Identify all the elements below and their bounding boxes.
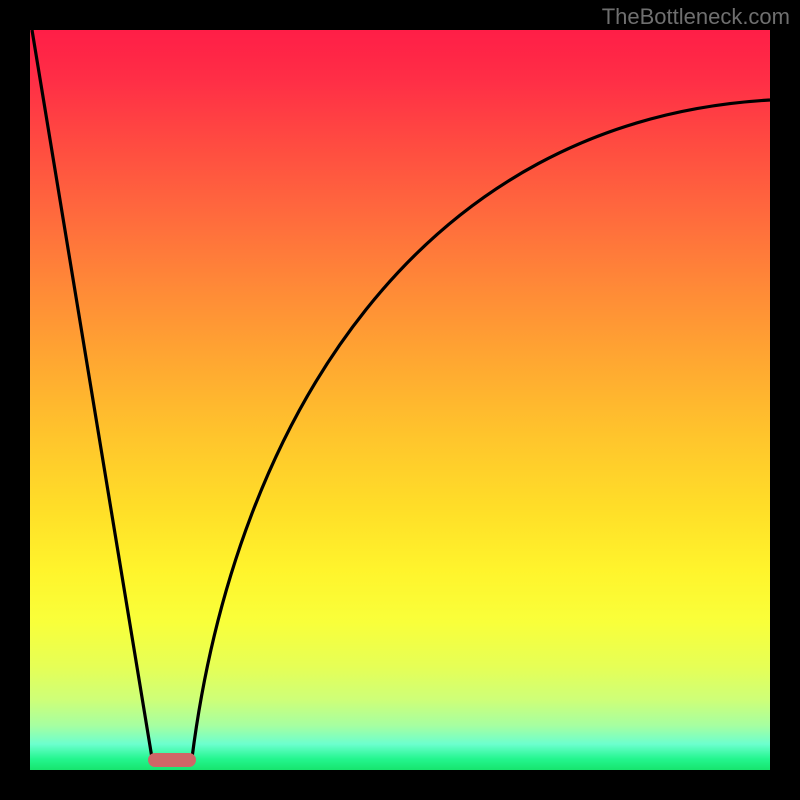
plot-area: [30, 30, 770, 770]
curve-left-line: [32, 30, 152, 758]
dip-marker: [148, 753, 196, 767]
curve-right-arc: [192, 100, 770, 758]
curve-layer: [30, 30, 770, 770]
watermark-text: TheBottleneck.com: [602, 4, 790, 30]
